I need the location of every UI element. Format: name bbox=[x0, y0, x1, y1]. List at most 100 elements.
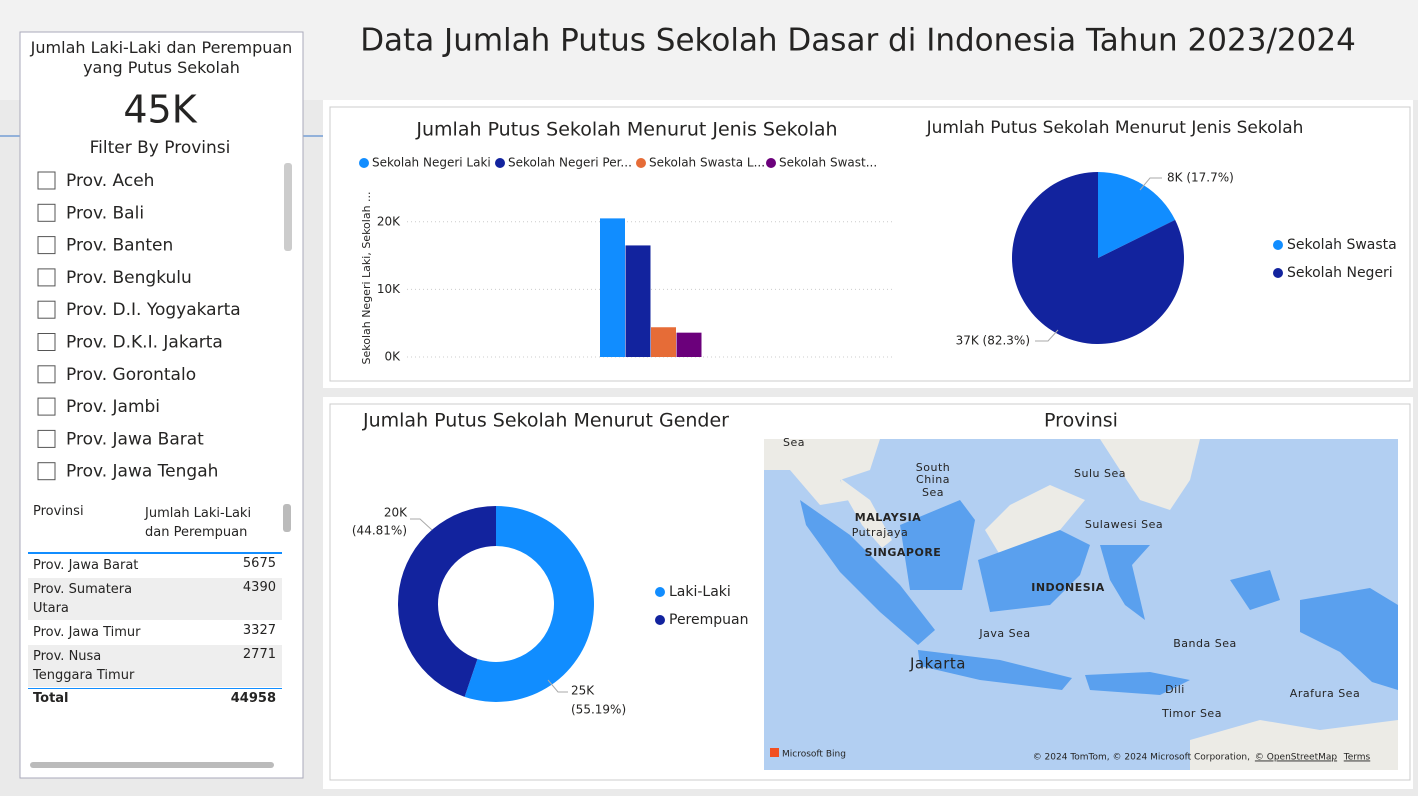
checkbox[interactable] bbox=[37, 333, 56, 351]
cell: 3327 bbox=[242, 623, 276, 638]
data-label: 25K bbox=[571, 684, 595, 698]
legend-marker bbox=[766, 158, 776, 168]
checkbox[interactable] bbox=[37, 171, 56, 190]
map-label: Sulu Sea bbox=[1074, 467, 1126, 480]
map-label: Sulawesi Sea bbox=[1085, 518, 1163, 531]
card-value: 45K bbox=[123, 88, 197, 132]
slicer-item: Prov. Bengkulu bbox=[66, 268, 192, 288]
legend-marker bbox=[359, 158, 369, 168]
checkbox[interactable] bbox=[37, 462, 56, 481]
map-sea bbox=[764, 439, 1398, 770]
table-row: Prov. Jawa Barat 5675 bbox=[28, 554, 282, 578]
chart-title: Jumlah Putus Sekolah Menurut Gender bbox=[362, 410, 729, 432]
cell: Prov. Sumatera Utara bbox=[33, 582, 133, 616]
region bbox=[1300, 588, 1398, 690]
data-label: 37K (82.3%) bbox=[956, 334, 1030, 348]
bar bbox=[600, 218, 625, 357]
bar bbox=[625, 245, 651, 357]
legend-marker bbox=[1273, 268, 1283, 278]
data-label: (44.81%) bbox=[352, 524, 407, 538]
card-title: Jumlah Laki-Laki dan Perempuan yang Putu… bbox=[30, 38, 293, 77]
scrollbar[interactable] bbox=[284, 163, 292, 251]
legend-marker bbox=[655, 615, 665, 625]
slicer-title: Filter By Provinsi bbox=[90, 138, 231, 158]
map-label: Jakarta bbox=[909, 655, 966, 673]
table-header: Provinsi Jumlah Laki-Laki dan Perempuan bbox=[28, 504, 282, 554]
leader-line bbox=[547, 679, 568, 693]
slicer-item: Prov. Aceh bbox=[66, 171, 154, 191]
map-label: Sea bbox=[922, 486, 944, 499]
region bbox=[918, 650, 1072, 690]
scrollbar[interactable] bbox=[30, 762, 274, 768]
checkbox[interactable] bbox=[37, 268, 56, 287]
attribution: © 2024 TomTom, © 2024 Microsoft Corporat… bbox=[1033, 753, 1250, 763]
map-label: INDONESIA bbox=[1031, 581, 1105, 594]
donut-slice bbox=[464, 506, 594, 702]
page-title: Data Jumlah Putus Sekolah Dasar di Indon… bbox=[360, 23, 1356, 59]
chart-title: Jumlah Putus Sekolah Menurut Jenis Sekol… bbox=[926, 118, 1304, 138]
y-axis-label: Sekolah Negeri Laki, Sekolah ... bbox=[360, 191, 373, 364]
scrollbar[interactable] bbox=[283, 504, 291, 532]
total-row: Total 44958 bbox=[28, 688, 282, 709]
region bbox=[900, 500, 975, 590]
bar bbox=[676, 332, 702, 357]
map-label: Dili bbox=[1165, 683, 1185, 696]
checkbox[interactable] bbox=[37, 365, 56, 384]
y-tick-label: 10K bbox=[377, 282, 401, 296]
map-label: China bbox=[916, 473, 950, 486]
slicer-item: Prov. D.K.I. Jakarta bbox=[66, 333, 223, 353]
land bbox=[1190, 720, 1398, 770]
slicer-item: Prov. D.I. Yogyakarta bbox=[66, 300, 241, 320]
legend-marker bbox=[495, 158, 505, 168]
data-label: 8K (17.7%) bbox=[1167, 171, 1234, 185]
legend-label: Sekolah Negeri Laki bbox=[372, 156, 491, 170]
y-tick-label: 20K bbox=[377, 214, 401, 228]
slicer-item: Prov. Jambi bbox=[66, 397, 160, 417]
land bbox=[840, 478, 892, 548]
map-label: SINGAPORE bbox=[865, 546, 942, 559]
map-label: Java Sea bbox=[978, 627, 1030, 640]
bar bbox=[651, 327, 676, 357]
table-row: Prov. Nusa Tenggara Timur 2771 bbox=[28, 645, 282, 688]
cell: Prov. Jawa Timur bbox=[33, 625, 141, 640]
checkbox[interactable] bbox=[37, 397, 56, 416]
map-label: Putrajaya bbox=[852, 526, 909, 539]
region bbox=[1085, 672, 1190, 695]
attribution[interactable]: © OpenStreetMap bbox=[1255, 753, 1338, 763]
checkbox[interactable] bbox=[37, 203, 56, 222]
attribution[interactable]: Terms bbox=[1343, 753, 1371, 763]
checkbox[interactable] bbox=[37, 429, 56, 448]
map-label: MALAYSIA bbox=[855, 511, 921, 524]
table-row: Prov. Sumatera Utara 4390 bbox=[28, 578, 282, 621]
pie-slice bbox=[1012, 172, 1184, 344]
cell: 44958 bbox=[230, 691, 276, 706]
slicer-item: Prov. Gorontalo bbox=[66, 365, 196, 385]
slicer-item: Prov. Bali bbox=[66, 203, 144, 223]
map-label: Arafura Sea bbox=[1290, 687, 1360, 700]
map-label: Sea bbox=[783, 436, 805, 449]
legend-label: Sekolah Swasta L... bbox=[649, 156, 765, 170]
checkbox[interactable] bbox=[37, 300, 56, 319]
region bbox=[1100, 545, 1150, 620]
y-tick-label: 0K bbox=[384, 350, 401, 364]
map-label: South bbox=[916, 461, 950, 474]
data-label: (55.19%) bbox=[571, 703, 626, 717]
donut-slice bbox=[397, 506, 496, 697]
leader-line bbox=[1139, 177, 1162, 191]
map-label: Banda Sea bbox=[1173, 637, 1236, 650]
legend-marker bbox=[1273, 240, 1283, 250]
legend-label: Perempuan bbox=[669, 612, 748, 628]
legend-label: Sekolah Swasta bbox=[1287, 237, 1397, 253]
top-card bbox=[329, 106, 1411, 382]
region bbox=[800, 500, 935, 645]
column-header: Jumlah Laki-Laki dan Perempuan bbox=[145, 506, 252, 540]
region bbox=[978, 530, 1090, 612]
land bbox=[1100, 439, 1200, 510]
chart-title: Jumlah Putus Sekolah Menurut Jenis Sekol… bbox=[415, 119, 837, 141]
slicer-item: Prov. Banten bbox=[66, 236, 173, 256]
cell: 4390 bbox=[242, 580, 276, 595]
checkbox[interactable] bbox=[37, 236, 56, 255]
